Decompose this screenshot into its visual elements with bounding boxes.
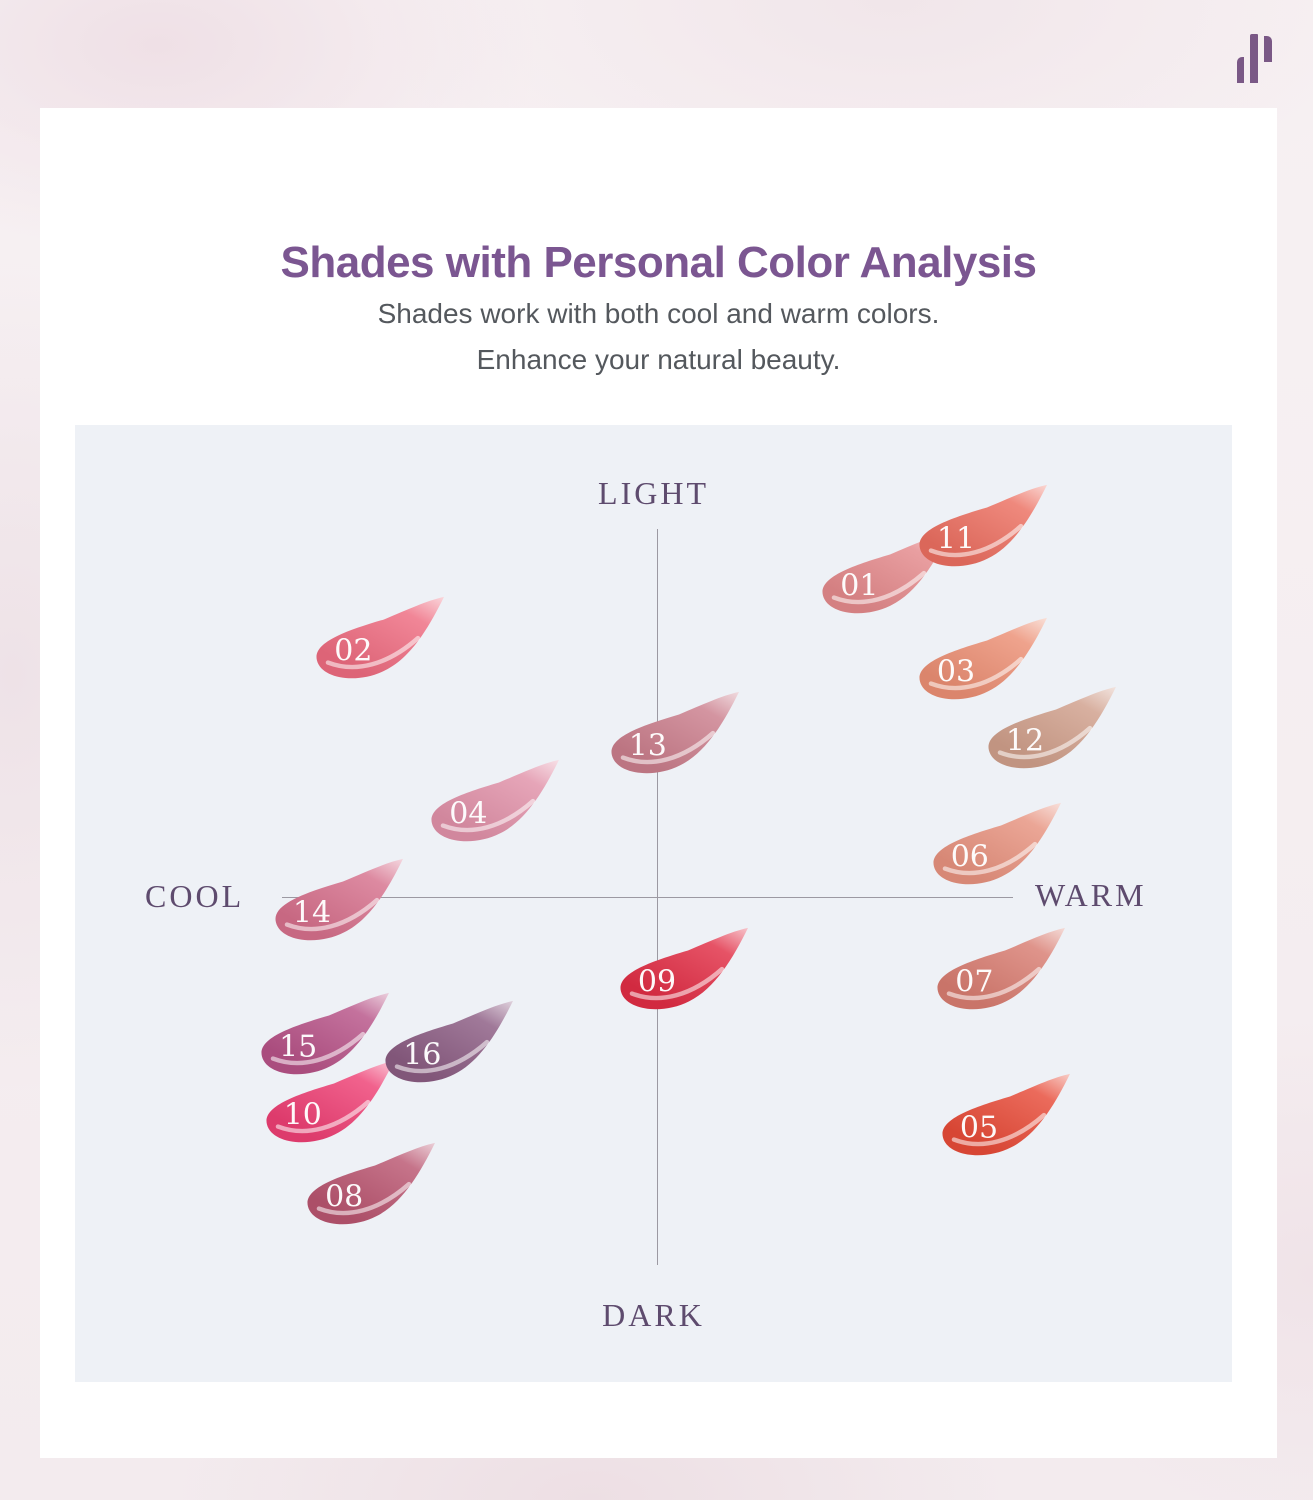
shade-number-label: 07 <box>955 964 994 1000</box>
shade-number-label: 06 <box>950 839 989 875</box>
shade-swatch: 03 <box>911 613 1051 711</box>
shade-number-label: 12 <box>1005 723 1045 759</box>
subtitle-line-1: Shades work with both cool and warm colo… <box>377 298 940 329</box>
shade-number-label: 16 <box>403 1037 442 1073</box>
shade-swatch: 02 <box>308 592 448 690</box>
shade-swatch: 15 <box>253 988 393 1086</box>
lip-smear-graphic <box>942 1074 1070 1156</box>
shade-number-label: 09 <box>637 964 677 1000</box>
lip-smear-graphic <box>431 760 560 842</box>
shade-swatch: 10 <box>258 1056 398 1154</box>
lip-smear-graphic <box>620 927 748 1010</box>
lip-smear-graphic <box>316 596 445 679</box>
brand-logo <box>1235 33 1277 85</box>
lip-smear-graphic <box>919 618 1047 700</box>
shade-swatch: 13 <box>603 687 743 785</box>
page-title: Shades with Personal Color Analysis <box>280 238 1037 288</box>
subtitle-line-2: Enhance your natural beauty. <box>476 344 841 375</box>
shade-swatch: 14 <box>267 854 407 952</box>
shade-swatch: 16 <box>377 996 517 1094</box>
logo-bar-right <box>1264 36 1272 62</box>
shade-number-label: 05 <box>959 1110 999 1146</box>
lip-smear-graphic <box>307 1142 436 1225</box>
shade-number-label: 02 <box>334 633 373 669</box>
shade-swatch: 08 <box>299 1138 439 1236</box>
lip-smear-graphic <box>385 1000 514 1083</box>
logo-bar-middle <box>1250 34 1258 83</box>
shade-number-label: 03 <box>936 654 976 690</box>
shade-swatch: 06 <box>925 798 1065 896</box>
shade-swatch: 11 <box>911 480 1051 578</box>
horizontal-axis-line <box>282 897 1013 898</box>
shade-swatch: 01 <box>814 527 954 625</box>
lip-smear-graphic <box>933 803 1061 885</box>
lip-smear-graphic <box>988 687 1116 769</box>
content-card: Shades with Personal Color Analysis Shad… <box>40 108 1277 1458</box>
shade-number-label: 10 <box>283 1097 322 1133</box>
color-analysis-chart: LIGHT DARK COOL WARM 01 <box>75 425 1232 1382</box>
lip-smear-graphic <box>937 927 1066 1010</box>
shade-swatch: 05 <box>934 1069 1074 1167</box>
shade-swatch: 07 <box>929 923 1069 1021</box>
shade-number-label: 01 <box>840 568 879 604</box>
shade-swatch: 04 <box>423 755 563 853</box>
axis-label-warm: WARM <box>1035 877 1147 913</box>
lip-smear-graphic <box>611 691 739 773</box>
subtitle: Shades work with both cool and warm colo… <box>40 291 1277 383</box>
shade-number-label: 13 <box>628 728 667 763</box>
lip-smear-graphic <box>822 532 951 614</box>
axis-label-dark: DARK <box>602 1297 705 1333</box>
shade-number-label: 08 <box>325 1179 364 1215</box>
lip-smear-graphic <box>261 992 390 1074</box>
shade-number-label: 14 <box>292 895 332 931</box>
lip-smear-graphic <box>275 859 403 941</box>
shade-number-label: 15 <box>279 1029 318 1064</box>
axis-label-light: LIGHT <box>598 475 709 511</box>
shade-number-label: 11 <box>936 521 976 557</box>
logo-bar-left <box>1237 57 1244 83</box>
lip-smear-graphic <box>919 484 1047 567</box>
plot-area: 01 02 03 <box>75 425 1232 1382</box>
axis-label-cool: COOL <box>145 878 245 914</box>
shade-number-label: 04 <box>449 796 488 832</box>
shade-swatch: 09 <box>612 923 752 1021</box>
shade-swatch: 12 <box>980 682 1120 780</box>
lip-smear-graphic <box>266 1061 394 1143</box>
